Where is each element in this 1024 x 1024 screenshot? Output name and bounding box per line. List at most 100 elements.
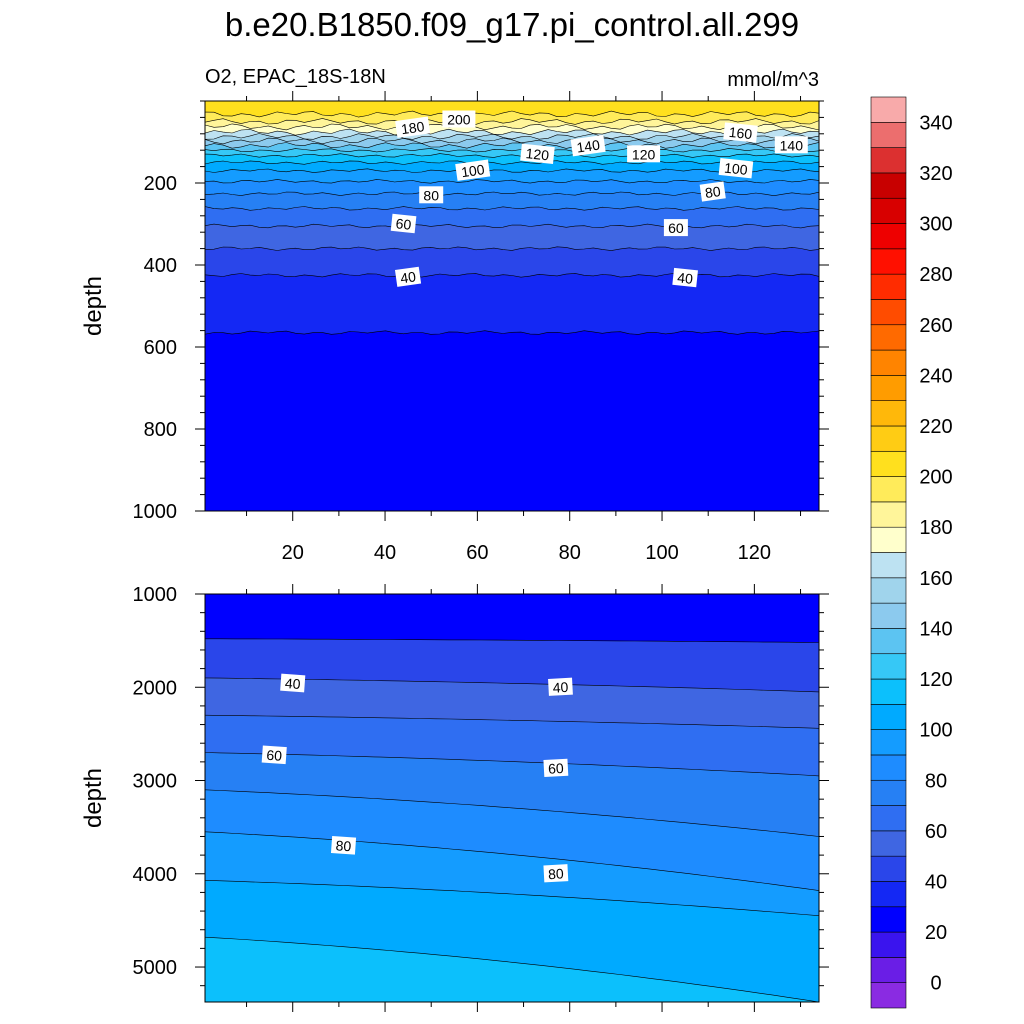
lower-y-tick-label: 1000	[133, 584, 178, 606]
upper-isoline-50	[205, 246, 819, 251]
upper-isoline-30	[205, 330, 819, 335]
colorbar-swatch	[870, 881, 907, 908]
colorbar-tick-label: 240	[919, 365, 952, 387]
upper-isoline-90	[205, 179, 819, 184]
upper-x-tick-label: 40	[374, 542, 396, 564]
colorbar-swatch	[870, 450, 907, 477]
lower-contour-label: 40	[280, 673, 306, 693]
upper-contour-label: 60	[663, 219, 688, 237]
lower-line-labels: 40 40 60 60 80 80	[261, 673, 573, 883]
upper-isoline-160	[205, 133, 819, 140]
colorbar-swatch	[870, 602, 907, 629]
colorbar-tick-label: 80	[925, 770, 947, 792]
upper-contour-label-bg	[395, 116, 431, 138]
colorbar-swatch	[870, 122, 907, 148]
colorbar-tick-label: 200	[919, 467, 952, 489]
colorbar-swatch	[870, 147, 907, 174]
upper-contour-label-text: 80	[704, 183, 722, 201]
colorbar-tick-label: 280	[919, 264, 952, 286]
upper-contour-label: 100	[455, 159, 491, 181]
upper-contour-label: 120	[627, 145, 661, 163]
colorbar-swatch	[870, 805, 907, 832]
colorbar-swatch	[870, 476, 907, 503]
lower-contour-label-text: 40	[552, 679, 569, 696]
lower-contour-label-bg	[543, 758, 569, 778]
colorbar-swatch	[870, 400, 907, 427]
colorbar-swatch	[870, 957, 907, 984]
colorbar-swatch	[870, 248, 907, 275]
colorbar-tick-label: 40	[925, 872, 947, 894]
upper-contour-label-bg	[442, 110, 476, 128]
colorbar-tick-label: 180	[919, 517, 952, 539]
colorbar-swatches	[870, 96, 907, 1009]
upper-isoline-190	[205, 118, 819, 125]
colorbar: 0 20 40 60 80 100 120 140 160 180 200 220 240 260 280 3…	[870, 96, 953, 1009]
upper-contour-label: 120	[520, 143, 555, 164]
upper-contour-label-bg	[672, 267, 698, 288]
upper-y-tick-label: 1000	[133, 501, 178, 523]
upper-isoline-120	[205, 153, 819, 158]
upper-contour-label: 200	[442, 110, 476, 128]
upper-isoline-180	[205, 123, 819, 131]
lower-isoline-40	[205, 677, 819, 693]
lower-contour-label-bg	[548, 677, 573, 696]
upper-contour-label-text: 80	[423, 187, 439, 203]
upper-x-tick-label: 80	[559, 542, 581, 564]
upper-contour-label: 40	[672, 267, 698, 288]
upper-contour-label: 60	[390, 213, 417, 234]
upper-x-tick-label: 120	[738, 542, 771, 564]
upper-contour-label-text: 120	[632, 146, 656, 162]
lower-isoline-70	[205, 789, 819, 837]
upper-contour-label-bg	[699, 181, 726, 202]
colorbar-swatch	[870, 704, 907, 730]
upper-contour-label-text: 60	[395, 215, 412, 233]
colorbar-swatch	[870, 779, 907, 806]
lower-y-tick-label: 2000	[133, 677, 178, 699]
colorbar-swatch	[870, 931, 907, 958]
upper-contour-label-bg	[570, 134, 606, 157]
lower-contour-fills	[205, 594, 819, 1002]
colorbar-tick-label: 0	[930, 973, 941, 995]
lower-contour-label: 60	[261, 745, 287, 765]
colorbar-tick-label: 120	[919, 669, 952, 691]
lower-fill-band-top	[205, 594, 819, 643]
colorbar-swatch	[870, 96, 907, 123]
colorbar-tick-label: 100	[919, 720, 952, 742]
colorbar-swatch	[870, 375, 907, 401]
upper-contour-label: 100	[718, 158, 754, 179]
upper-contour-label-text: 100	[723, 160, 748, 178]
upper-contour-label: 160	[723, 122, 758, 143]
lower-y-tick-label: 5000	[133, 957, 178, 979]
upper-contour-label-text: 100	[460, 161, 486, 180]
variable-region-label: O2, EPAC_18S-18N	[205, 66, 386, 88]
colorbar-swatch	[870, 754, 907, 781]
upper-y-axis-label: depth	[80, 276, 107, 336]
lower-y-tick-label: 3000	[133, 771, 178, 793]
lower-contour-label: 80	[330, 835, 357, 855]
upper-isoline-150	[205, 137, 819, 145]
colorbar-swatch	[870, 172, 907, 199]
upper-y-tick-label: 200	[144, 173, 177, 195]
upper-plot-frame	[204, 100, 820, 512]
units-label: mmol/m^3	[727, 69, 819, 91]
lower-contour-label-bg	[330, 835, 357, 855]
upper-isoline-130	[205, 147, 819, 153]
upper-contour-label-bg	[627, 145, 661, 163]
upper-fill-band-200	[205, 101, 819, 118]
colorbar-tick-label: 140	[919, 618, 952, 640]
upper-contour-label-text: 40	[399, 268, 417, 286]
upper-contour-label-bg	[718, 158, 754, 179]
colorbar-swatch	[870, 552, 907, 579]
upper-contour-label-bg	[723, 122, 758, 143]
lower-contour-lines	[205, 638, 819, 1002]
upper-isoline-40	[205, 272, 819, 278]
lower-contour-label-bg	[261, 745, 287, 765]
upper-contour-label-bg	[390, 213, 417, 234]
colorbar-swatch	[870, 526, 907, 553]
upper-isoline-170	[205, 128, 819, 136]
upper-ticks	[195, 91, 829, 521]
colorbar-swatch	[870, 729, 907, 756]
lower-contour-label-bg	[280, 673, 306, 693]
lower-contour-label-text: 60	[548, 760, 565, 777]
